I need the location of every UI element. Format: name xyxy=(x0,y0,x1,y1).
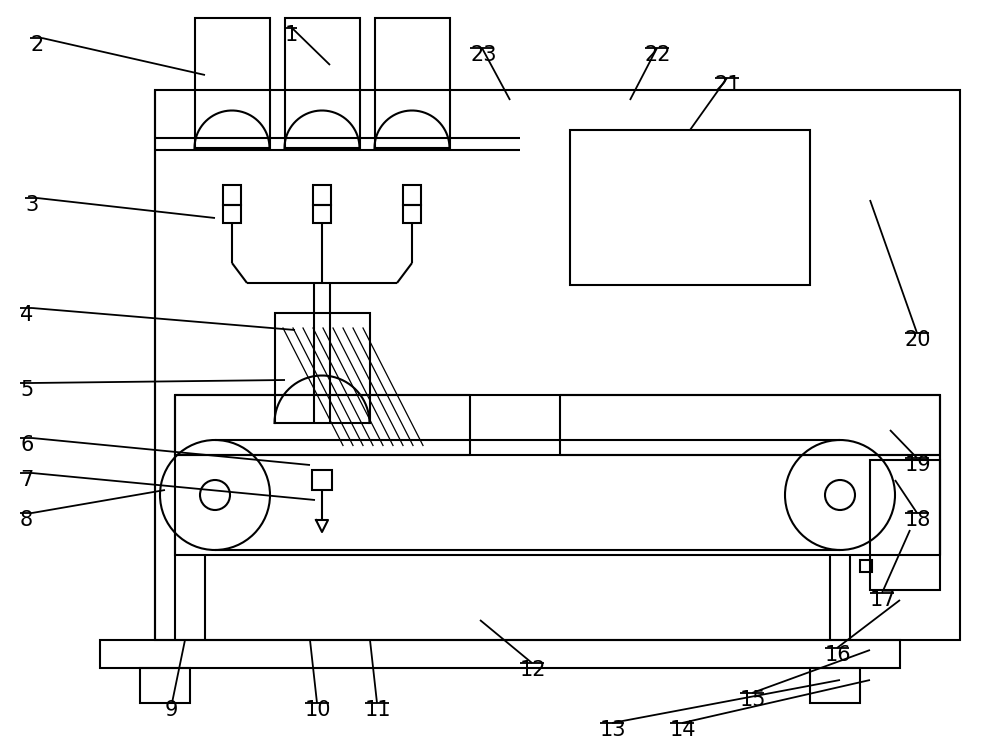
Bar xyxy=(375,18,450,148)
Bar xyxy=(195,18,270,148)
Text: 14: 14 xyxy=(670,720,696,740)
Text: 3: 3 xyxy=(25,195,38,215)
Bar xyxy=(223,185,241,205)
Bar xyxy=(312,470,332,490)
Bar xyxy=(810,668,860,703)
Bar xyxy=(870,460,940,590)
Circle shape xyxy=(825,480,855,510)
Text: 19: 19 xyxy=(905,455,932,475)
Text: 11: 11 xyxy=(365,700,392,720)
Text: 1: 1 xyxy=(285,25,298,45)
Text: 16: 16 xyxy=(825,645,852,665)
Text: 17: 17 xyxy=(870,590,896,610)
Bar xyxy=(100,640,900,668)
Bar xyxy=(275,313,370,423)
Bar xyxy=(285,18,360,148)
Text: 9: 9 xyxy=(165,700,178,720)
Bar xyxy=(140,668,190,703)
Text: 13: 13 xyxy=(600,720,626,740)
Text: 5: 5 xyxy=(20,380,33,400)
Bar xyxy=(860,560,872,572)
Bar xyxy=(570,130,810,285)
Circle shape xyxy=(200,480,230,510)
Bar xyxy=(155,90,960,640)
Text: 10: 10 xyxy=(305,700,332,720)
Text: 21: 21 xyxy=(715,75,742,95)
Text: 6: 6 xyxy=(20,435,33,455)
Bar xyxy=(403,185,421,205)
Text: 7: 7 xyxy=(20,470,33,490)
Bar xyxy=(313,185,331,205)
Text: 23: 23 xyxy=(470,45,496,65)
Text: 4: 4 xyxy=(20,305,33,325)
Bar xyxy=(175,395,940,555)
Text: 8: 8 xyxy=(20,510,33,530)
Bar xyxy=(313,205,331,223)
Text: 15: 15 xyxy=(740,690,767,710)
Circle shape xyxy=(785,440,895,550)
Text: 2: 2 xyxy=(30,35,43,55)
Circle shape xyxy=(160,440,270,550)
Bar xyxy=(403,205,421,223)
Text: 18: 18 xyxy=(905,510,931,530)
Text: 12: 12 xyxy=(520,660,546,680)
Text: 20: 20 xyxy=(905,330,932,350)
Text: 22: 22 xyxy=(645,45,672,65)
Bar xyxy=(223,205,241,223)
